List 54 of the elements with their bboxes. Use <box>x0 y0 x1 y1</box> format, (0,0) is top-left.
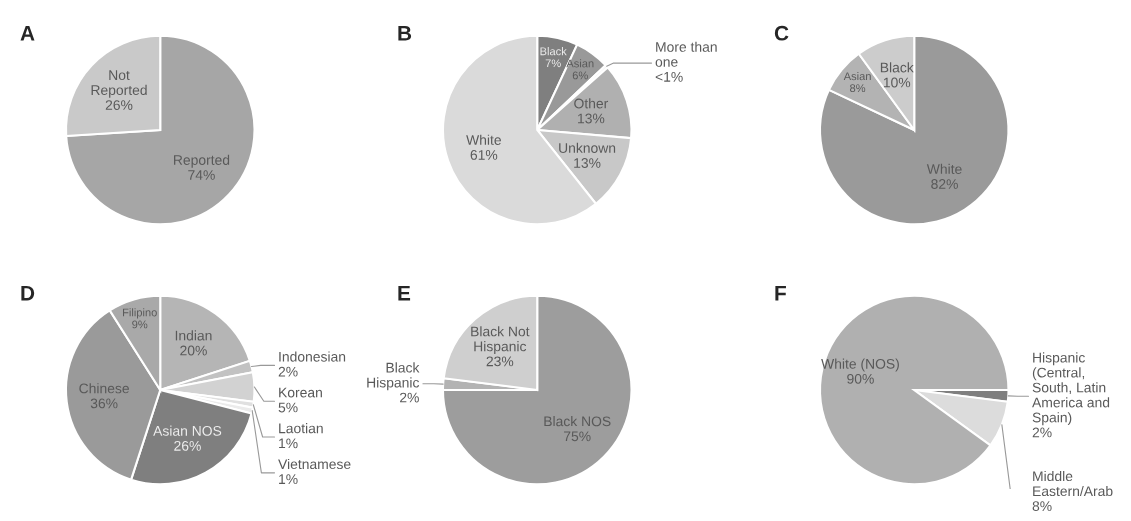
slice-label: Asian <box>843 71 871 81</box>
slice-label: Chinese <box>79 383 129 394</box>
data-label: 2% <box>400 392 419 403</box>
data-label: 61% <box>470 150 498 160</box>
data-label: 8% <box>850 84 866 93</box>
slice-label: Laotian <box>279 423 323 434</box>
data-label: 7% <box>545 59 561 68</box>
chart-title: F <box>775 286 786 301</box>
slice-label: Other <box>574 98 609 109</box>
slice-label: Hispanic (Central, South, Latin America and Spain) <box>1032 352 1110 426</box>
data-label: 1% <box>279 474 298 484</box>
slice-label: Black Hispanic <box>367 362 420 391</box>
data-label: 9% <box>132 320 148 329</box>
data-label: 13% <box>578 113 605 124</box>
data-label: 13% <box>574 158 601 168</box>
slice-label: Black <box>880 62 914 73</box>
data-label: 8% <box>1032 501 1052 512</box>
slice-label: Filipino <box>123 308 157 319</box>
chart-title: C <box>774 25 789 41</box>
data-label: 2% <box>278 366 298 377</box>
slice-label: Vietnamese <box>278 458 351 470</box>
chart-title: B <box>398 26 412 41</box>
slice-label: White <box>926 163 962 174</box>
data-label: 20% <box>180 345 207 356</box>
data-label: 75% <box>564 431 591 442</box>
chart-title: D <box>21 286 35 301</box>
slice-label: Black Not Hispanic <box>471 326 530 355</box>
slice-label: Not Reported <box>91 70 147 98</box>
data-label: 36% <box>90 398 118 409</box>
data-label: 26% <box>174 440 201 451</box>
slice-label: Indonesian <box>279 351 346 362</box>
data-label: 74% <box>188 170 215 180</box>
data-label: 6% <box>572 71 588 80</box>
data-label: <1% <box>655 72 683 82</box>
slice-label: Black NOS <box>544 416 611 427</box>
slice-label: Middle Eastern/Arab <box>1033 470 1113 497</box>
slice-label: Asian NOS <box>153 425 222 436</box>
data-label: 5% <box>278 402 298 413</box>
data-label: 90% <box>847 373 874 384</box>
slice-label: White <box>466 134 501 145</box>
slice-label: More than one <box>655 41 717 67</box>
slice-label: Unknown <box>559 142 616 153</box>
chart-title: A <box>20 26 35 41</box>
data-label: 2% <box>1032 427 1052 438</box>
data-label: 26% <box>105 100 133 110</box>
chart-title: E <box>398 286 411 301</box>
data-label: 23% <box>486 356 514 367</box>
data-label: 10% <box>883 77 911 88</box>
data-label: 1% <box>279 438 298 449</box>
slice-label: Korean <box>279 387 322 398</box>
slice-label: Reported <box>174 154 230 168</box>
data-label: 82% <box>931 179 958 189</box>
slice-label: Indian <box>175 330 212 341</box>
slice-label: Black <box>540 47 567 56</box>
